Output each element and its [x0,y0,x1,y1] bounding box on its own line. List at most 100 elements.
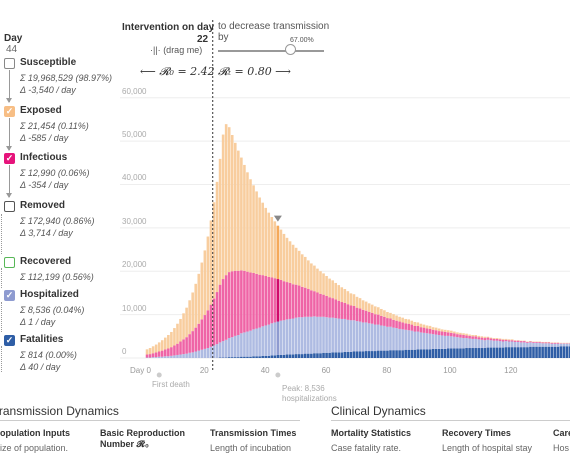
legend-checkbox-removed[interactable] [4,201,15,212]
bar-exposed [380,308,383,316]
legend-checkbox-infectious[interactable]: ✓ [4,153,15,164]
bar-exposed [395,315,398,321]
bar-hospitalized [450,336,453,349]
drag-handle-icon: ·||· [150,45,161,55]
bar-fatalities [310,353,313,358]
bar-exposed [483,336,487,339]
legend-item-exposed[interactable]: ✓ Exposed Σ 21,454 (0.11%) Δ -585 / day [0,105,120,155]
first-death-marker [156,372,162,378]
recovery-times-text: Length of hospital stay [442,443,533,453]
bar-infectious [157,351,161,357]
bar-infectious [191,331,194,353]
bar-hospitalized [532,342,535,347]
bar-exposed [276,225,280,280]
bar-infectious [416,325,420,332]
legend-item-recovered[interactable]: Recovered Σ 112,199 (0.56%) [0,256,120,306]
legend-item-hospitalized[interactable]: ✓ Hospitalized Σ 8,536 (0.04%) Δ 1 / day [0,289,120,339]
legend-checkbox-hospitalized[interactable]: ✓ [4,290,15,301]
legend-item-fatalities[interactable]: ✓ Fatalities Σ 814 (0.00%) Δ 40 / day [0,334,120,384]
bar-exposed [233,142,237,271]
bar-fatalities [358,351,362,358]
legend-checkbox-susceptible[interactable] [4,58,15,69]
bar-infectious [361,309,365,323]
bar-exposed [446,330,450,333]
bar-hospitalized [288,318,292,355]
bar-hospitalized [358,321,362,352]
flow-arrow-icon [6,193,12,198]
bar-infectious [456,334,459,338]
bar-infectious [209,304,213,347]
bar-infectious [358,308,362,322]
bar-infectious [255,273,258,329]
bar-infectious [237,270,240,336]
transmission-slider[interactable] [218,50,324,52]
bar-hospitalized [471,338,474,349]
drag-handle[interactable]: ·||· (drag me) [150,45,202,55]
bar-exposed [258,197,261,275]
bar-infectious [267,276,271,325]
bar-fatalities [513,347,517,358]
legend-item-infectious[interactable]: ✓ Infectious Σ 12,990 (0.06%) Δ -354 / day [0,152,120,202]
bar-infectious [176,343,179,355]
bar-hospitalized [215,344,219,358]
bar-fatalities [471,348,474,358]
bar-exposed [504,338,508,340]
bar-infectious [462,335,465,339]
bar-fatalities [510,347,514,358]
chart-markers [156,215,282,378]
bar-hospitalized [364,322,368,352]
bar-infectious [443,331,447,336]
bar-infectious [532,341,535,343]
bar-fatalities [377,350,380,358]
bar-infectious [322,294,325,317]
bar-hospitalized [428,333,432,350]
legend-checkbox-fatalities[interactable]: ✓ [4,335,15,346]
legend-delta: Δ -585 / day [20,133,69,143]
bar-fatalities [322,352,325,358]
bar-infectious [395,320,398,329]
bar-exposed [440,329,444,332]
legend-item-susceptible[interactable]: Susceptible Σ 19,968,529 (98.97%) Δ -3,540… [0,57,120,107]
bar-fatalities [373,351,377,358]
bar-infectious [307,289,310,317]
legend-sum: Σ 8,536 (0.04%) [20,305,85,315]
bar-fatalities [395,350,398,358]
bar-fatalities [282,354,286,358]
clinical-divider [331,420,570,421]
bar-hospitalized [167,356,170,358]
legend-checkbox-recovered[interactable] [4,257,15,268]
bar-fatalities [258,356,261,358]
bar-hospitalized [279,320,283,355]
bar-hospitalized [562,343,566,347]
bar-fatalities [410,349,414,358]
intervention-title: Intervention on day [122,22,215,33]
legend-title: Recovered [20,256,72,267]
bar-hospitalized [361,322,365,352]
bar-hospitalized [556,343,560,347]
bar-infectious [480,337,484,340]
legend-item-removed[interactable]: Removed Σ 172,940 (0.86%) Δ 3,714 / day [0,200,120,250]
bar-infectious [179,341,182,355]
bar-hospitalized [401,329,404,351]
flow-connector [1,268,2,288]
bar-fatalities [337,352,341,358]
bar-infectious [325,295,328,318]
x-tick-label: 60 [321,366,331,375]
bar-hospitalized [486,339,490,348]
legend-checkbox-exposed[interactable]: ✓ [4,106,15,117]
bar-exposed [498,338,502,340]
legend-sum: Σ 112,199 (0.56%) [20,272,94,282]
bar-infectious [170,347,173,356]
bar-exposed [334,282,337,300]
bar-hospitalized [297,317,301,355]
bar-fatalities [270,355,274,358]
bar-fatalities [431,348,435,358]
peak-marker [275,372,281,378]
bar-infectious [285,282,289,320]
transmission-slider-thumb[interactable] [285,44,296,55]
bar-exposed [316,268,319,293]
bar-infectious [383,316,386,326]
bar-fatalities [291,354,295,358]
bar-exposed [218,158,222,285]
